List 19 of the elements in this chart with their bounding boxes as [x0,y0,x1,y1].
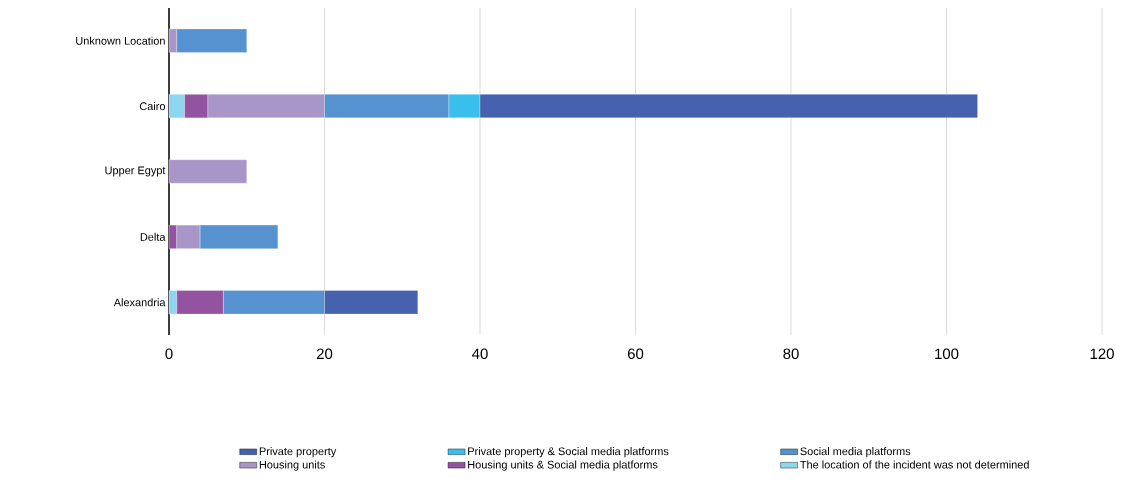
legend-label: The location of the incident was not determined [800,460,1029,469]
y-tick-label: Upper Egypt [105,166,166,177]
y-tick-label: Unknown Location [76,36,165,45]
bar [168,159,247,184]
legend-label: Housing units [259,460,325,471]
legend-label: Private property & Social media platforms [468,447,669,458]
x-tick-label: 0 [165,348,173,360]
legend-label: Private property [259,447,337,458]
legend-label: Social media platforms [800,447,911,458]
x-tick-label: 20 [316,348,333,360]
x-tick-label: 40 [472,348,488,360]
legend-label: Housing units & Social media platforms [468,460,658,471]
x-tick-label: 80 [783,348,799,360]
y-tick-label: Cairo [139,102,166,111]
x-tick-label: 60 [627,348,644,360]
x-tick-label: 100 [935,348,959,360]
y-tick-label: Alexandria [113,298,166,307]
x-tick-label: 120 [1090,348,1114,360]
y-tick-label: Delta [140,232,166,241]
